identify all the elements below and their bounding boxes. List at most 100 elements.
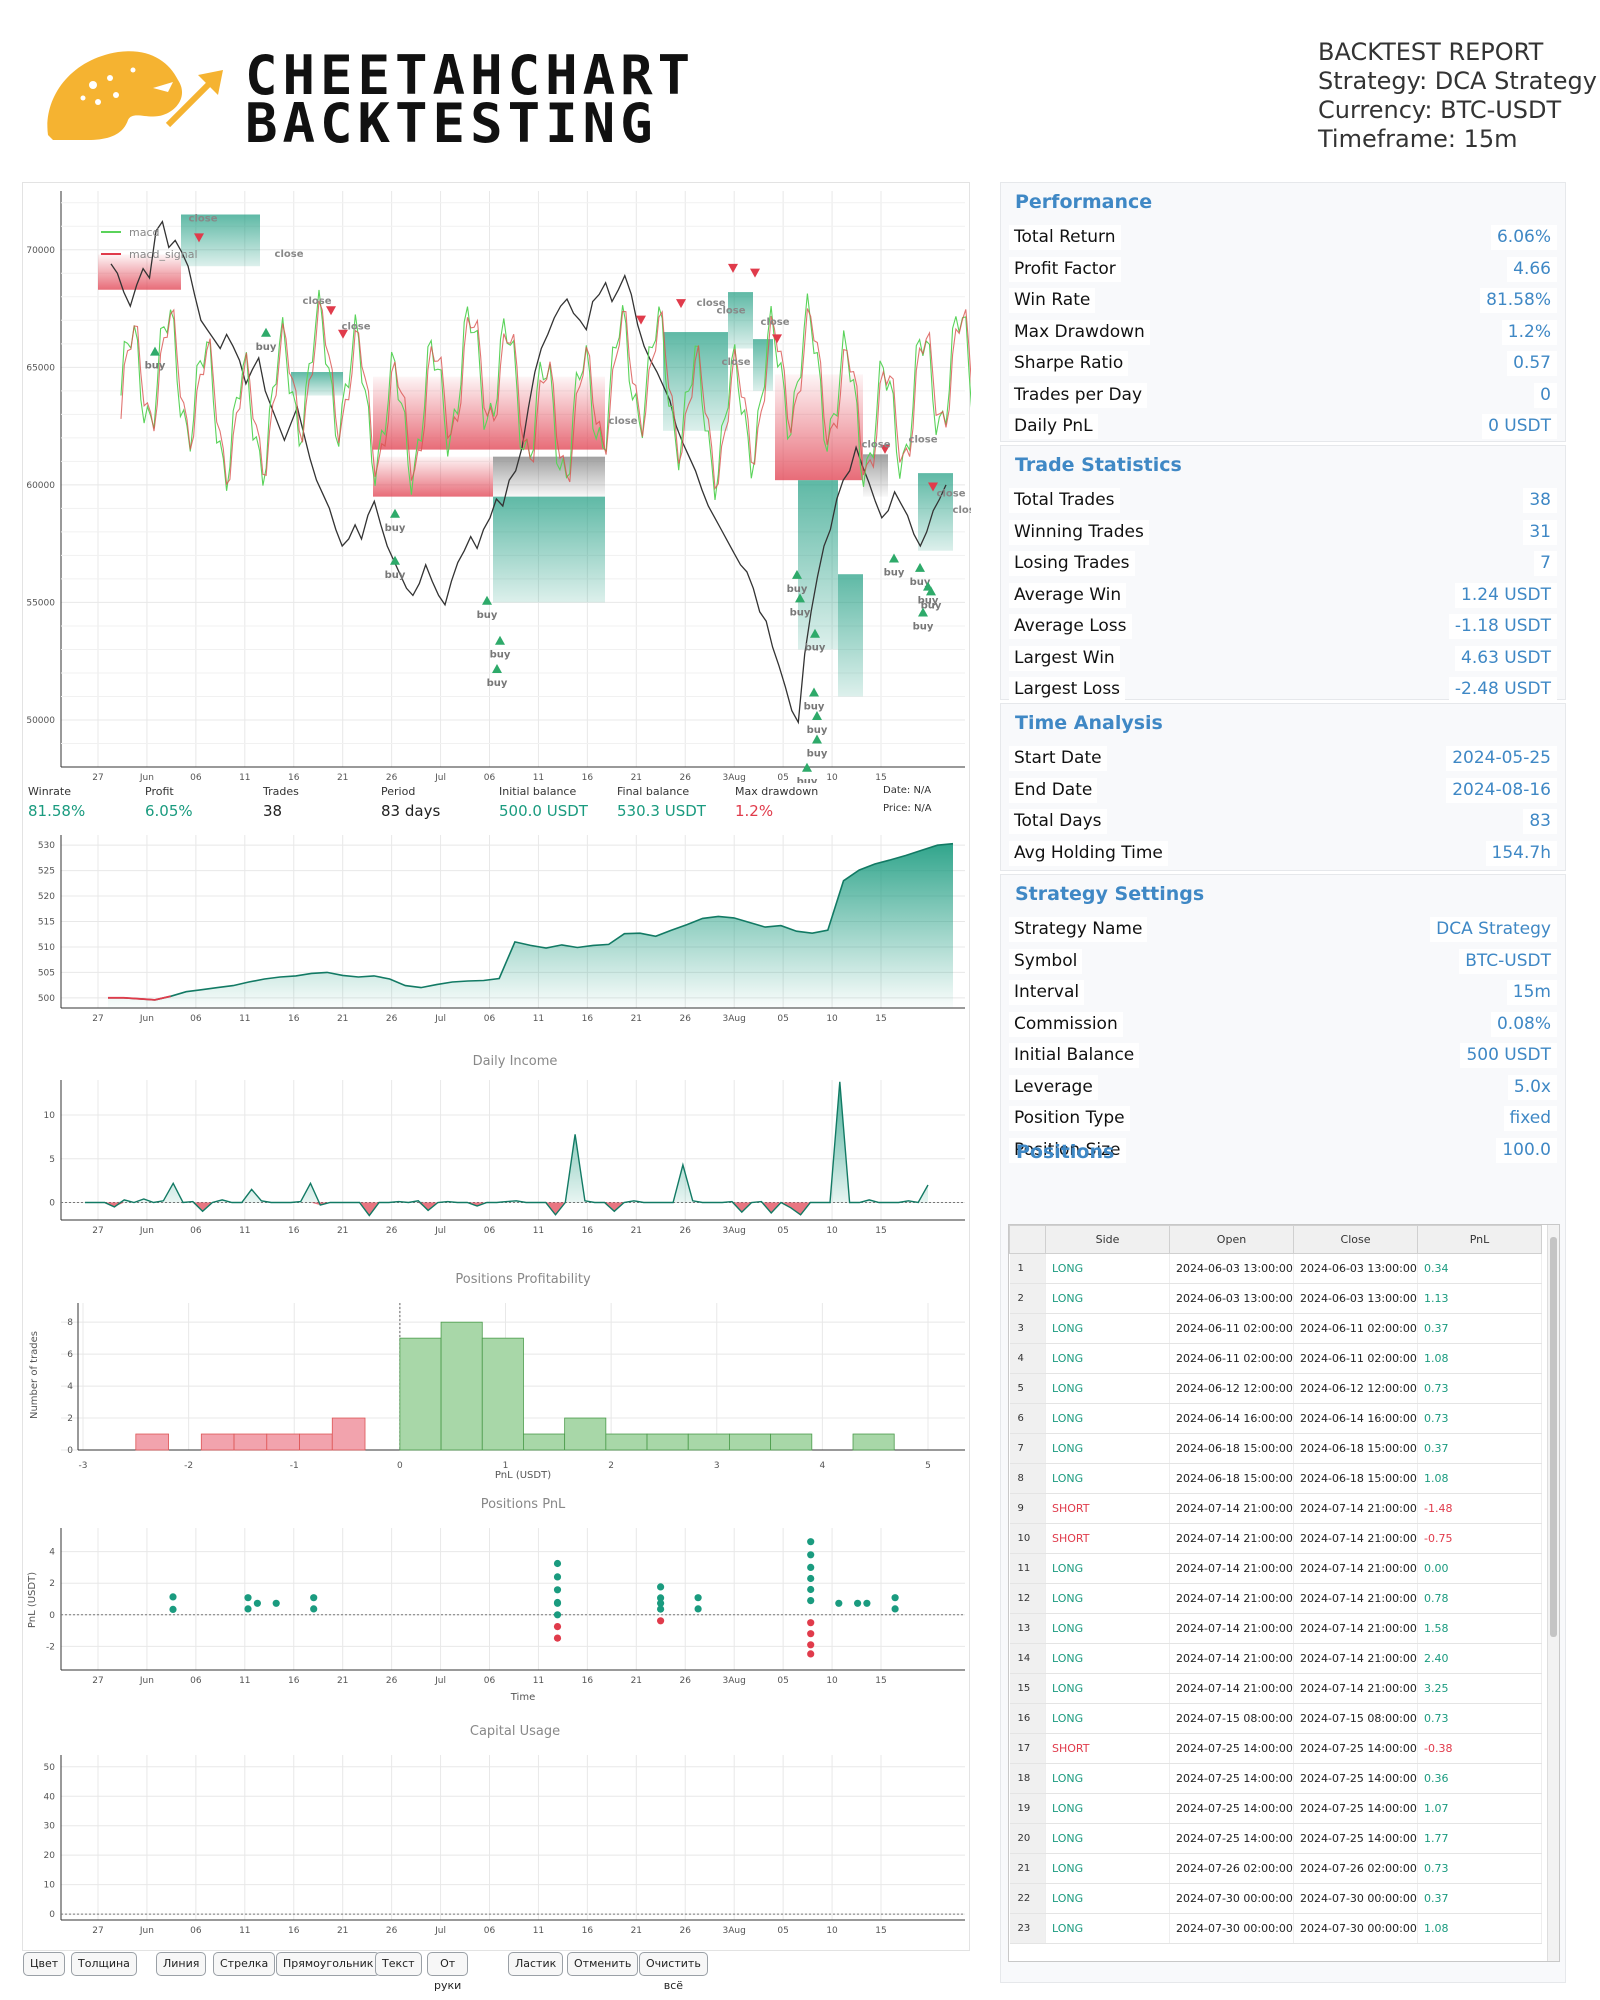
table-row[interactable]: 14 LONG 2024-07-14 21:00:00 2024-07-14 21:0… bbox=[1009, 1643, 1542, 1674]
eraser-tool-button[interactable]: Ластик bbox=[508, 1952, 564, 1976]
capital-usage-chart[interactable]: Capital Usage 27 Jun 06 11 16 21 26 Jul 06 11 16 21 2… bbox=[23, 1715, 971, 1937]
x-tick-label: 26 bbox=[680, 1926, 692, 1936]
table-row[interactable]: 13 LONG 2024-07-14 21:00:00 2024-07-14 21:0… bbox=[1009, 1613, 1542, 1644]
buy-label: buy bbox=[790, 607, 811, 618]
equity-chart[interactable]: 27 Jun 06 11 16 21 26 Jul 06 11 16 21 26 3Aug 05 10 15 50… bbox=[23, 825, 971, 1045]
logo-line-2: BACKTESTING bbox=[245, 92, 658, 155]
line-tool-button[interactable]: Линия bbox=[156, 1952, 207, 1976]
pnl-point bbox=[807, 1597, 815, 1605]
x-tick-label: 16 bbox=[582, 1676, 594, 1686]
metric-value: 0.08% bbox=[1490, 1011, 1557, 1037]
positions-table[interactable]: Side Open Close PnL 1 LONG 2024-06-03 13:0… bbox=[1008, 1224, 1560, 1962]
buy-marker bbox=[492, 663, 502, 673]
x-tick-label: 3Aug bbox=[723, 1014, 746, 1024]
x-tick-label: 15 bbox=[875, 1226, 886, 1236]
x-tick-label: 10 bbox=[826, 1676, 838, 1686]
sell-marker bbox=[194, 233, 204, 243]
table-row[interactable]: 20 LONG 2024-07-25 14:00:00 2024-07-25 14:0… bbox=[1009, 1823, 1542, 1854]
close-column-header[interactable]: Close bbox=[1293, 1225, 1418, 1254]
metric-label: Position Type bbox=[1009, 1106, 1130, 1131]
metric-value: 5.0x bbox=[1507, 1074, 1557, 1100]
x-tick-label: 16 bbox=[288, 1676, 300, 1686]
table-row[interactable]: 16 LONG 2024-07-15 08:00:00 2024-07-15 08:0… bbox=[1009, 1703, 1542, 1734]
y-tick-label: 70000 bbox=[26, 246, 55, 256]
metric-row: Symbol BTC-USDT bbox=[1009, 946, 1557, 976]
price-chart[interactable]: 27 Jun 06 11 16 21 26 Jul 06 11 16 21 26 3Aug 05 10 15 50… bbox=[23, 183, 971, 783]
arrow-tool-button[interactable]: Стрелка bbox=[213, 1952, 276, 1976]
x-tick-label: 26 bbox=[680, 1014, 692, 1024]
row-side: LONG bbox=[1045, 1343, 1170, 1374]
daily-income-chart[interactable]: Daily Income 27 Jun 06 11 16 21 26 Jul 06 11 16 21 26… bbox=[23, 1045, 971, 1265]
x-tick-label: 26 bbox=[386, 773, 398, 783]
y-tick-label: 500 bbox=[38, 994, 55, 1004]
table-row[interactable]: 9 SHORT 2024-07-14 21:00:00 2024-07-14 21:0… bbox=[1009, 1493, 1542, 1524]
metric-row: Position Type fixed bbox=[1009, 1103, 1557, 1133]
buy-marker bbox=[802, 762, 812, 772]
metric-row: Interval 15m bbox=[1009, 977, 1557, 1007]
table-row[interactable]: 10 SHORT 2024-07-14 21:00:00 2024-07-14 21:… bbox=[1009, 1523, 1542, 1554]
table-row[interactable]: 5 LONG 2024-06-12 12:00:00 2024-06-12 12:00… bbox=[1009, 1373, 1542, 1404]
row-pnl: 0.00 bbox=[1417, 1553, 1542, 1584]
positions-profitability-chart[interactable]: Positions Profitability 0 2 4 6 8 -3 -2 -1 0 1 2 3 4 5… bbox=[23, 1265, 971, 1490]
table-row[interactable]: 17 SHORT 2024-07-25 14:00:00 2024-07-25 14:… bbox=[1009, 1733, 1542, 1764]
row-close-time: 2024-06-11 02:00:00 bbox=[1293, 1343, 1418, 1374]
sell-marker bbox=[636, 315, 646, 325]
y-tick-label: 10 bbox=[44, 1111, 56, 1121]
table-row[interactable]: 6 LONG 2024-06-14 16:00:00 2024-06-14 16:00… bbox=[1009, 1403, 1542, 1434]
scrollbar-thumb[interactable] bbox=[1550, 1237, 1557, 1637]
table-row[interactable]: 1 LONG 2024-06-03 13:00:00 2024-06-03 13:00… bbox=[1009, 1253, 1542, 1284]
x-tick-label: 06 bbox=[484, 1226, 496, 1236]
index-column-header bbox=[1009, 1225, 1046, 1254]
clear-all-button[interactable]: Очистить всё bbox=[639, 1952, 708, 1992]
table-row[interactable]: 7 LONG 2024-06-18 15:00:00 2024-06-18 15:00… bbox=[1009, 1433, 1542, 1464]
table-row[interactable]: 3 LONG 2024-06-11 02:00:00 2024-06-11 02:00… bbox=[1009, 1313, 1542, 1344]
x-tick-label: 27 bbox=[92, 1226, 103, 1236]
undo-button[interactable]: Отменить bbox=[567, 1952, 639, 1976]
row-side: LONG bbox=[1045, 1763, 1170, 1794]
row-pnl: -0.38 bbox=[1417, 1733, 1542, 1764]
metric-value: 0.57 bbox=[1507, 351, 1557, 376]
table-row[interactable]: 15 LONG 2024-07-14 21:00:00 2024-07-14 21:0… bbox=[1009, 1673, 1542, 1704]
table-row[interactable]: 2 LONG 2024-06-03 13:00:00 2024-06-03 13:00… bbox=[1009, 1283, 1542, 1314]
text-tool-button[interactable]: Текст bbox=[375, 1952, 422, 1976]
table-row[interactable]: 12 LONG 2024-07-14 21:00:00 2024-07-14 21:0… bbox=[1009, 1583, 1542, 1614]
pnl-point bbox=[553, 1599, 562, 1607]
x-tick-label: 11 bbox=[239, 1676, 250, 1686]
row-close-time: 2024-06-11 02:00:00 bbox=[1293, 1313, 1418, 1344]
freehand-tool-button[interactable]: От руки bbox=[427, 1952, 469, 1992]
thickness-button[interactable]: Толщина bbox=[71, 1952, 137, 1976]
table-scrollbar[interactable] bbox=[1547, 1225, 1559, 1961]
color-button[interactable]: Цвет bbox=[23, 1952, 66, 1976]
table-row[interactable]: 11 LONG 2024-07-14 21:00:00 2024-07-14 21:0… bbox=[1009, 1553, 1542, 1584]
table-row[interactable]: 22 LONG 2024-07-30 00:00:00 2024-07-30 00:0… bbox=[1009, 1883, 1542, 1914]
buy-marker bbox=[926, 586, 936, 596]
x-tick-label: 21 bbox=[631, 1676, 642, 1686]
buy-label: buy bbox=[477, 610, 498, 621]
legend-macd: macd bbox=[129, 226, 160, 239]
table-row[interactable]: 18 LONG 2024-07-25 14:00:00 2024-07-25 14:0… bbox=[1009, 1763, 1542, 1794]
table-row[interactable]: 8 LONG 2024-06-18 15:00:00 2024-06-18 15:00… bbox=[1009, 1463, 1542, 1494]
row-index: 22 bbox=[1009, 1883, 1046, 1914]
table-row[interactable]: 21 LONG 2024-07-26 02:00:00 2024-07-26 02:0… bbox=[1009, 1853, 1542, 1884]
row-index: 2 bbox=[1009, 1283, 1046, 1314]
table-row[interactable]: 4 LONG 2024-06-11 02:00:00 2024-06-11 02:00… bbox=[1009, 1343, 1542, 1374]
x-tick-label: 16 bbox=[582, 1014, 594, 1024]
x-tick-label: 3Aug bbox=[723, 1226, 746, 1236]
open-column-header[interactable]: Open bbox=[1169, 1225, 1294, 1254]
positions-pnl-chart[interactable]: Positions PnL 27 Jun 06 11 16 21 26 Jul 06 11 16 21 2… bbox=[23, 1490, 971, 1715]
table-row[interactable]: 23 LONG 2024-07-30 00:00:00 2024-07-30 00:0… bbox=[1009, 1913, 1542, 1944]
pnl-point bbox=[835, 1599, 843, 1607]
row-close-time: 2024-07-25 14:00:00 bbox=[1293, 1733, 1418, 1764]
y-axis-label: PnL (USDT) bbox=[27, 1572, 38, 1628]
pnl-column-header[interactable]: PnL bbox=[1417, 1225, 1542, 1254]
position-zone bbox=[728, 292, 753, 349]
table-row[interactable]: 19 LONG 2024-07-25 14:00:00 2024-07-25 14:0… bbox=[1009, 1793, 1542, 1824]
sell-marker bbox=[676, 299, 686, 309]
positions-title: Positions bbox=[1016, 1141, 1115, 1163]
sell-marker bbox=[880, 444, 890, 454]
side-column-header[interactable]: Side bbox=[1045, 1225, 1170, 1254]
y-tick-label: 5 bbox=[49, 1155, 55, 1165]
x-tick-label: 1 bbox=[503, 1461, 509, 1471]
rectangle-tool-button[interactable]: Прямоугольник bbox=[276, 1952, 381, 1976]
pnl-point bbox=[553, 1634, 562, 1642]
